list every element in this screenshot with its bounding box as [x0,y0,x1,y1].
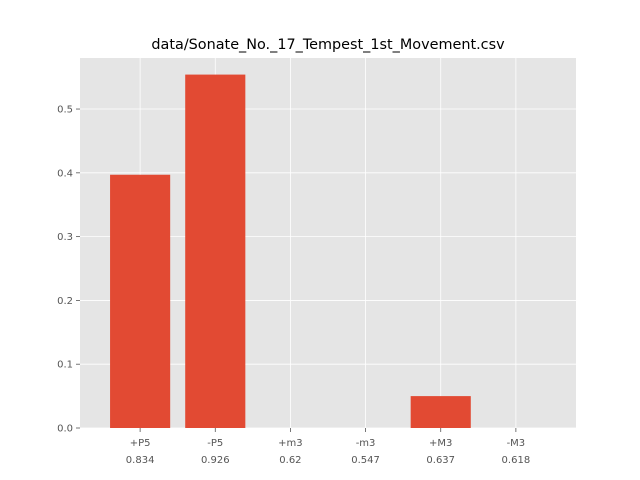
y-tick-label: 0.3 [57,232,73,243]
x-tick-label: -M3 [507,438,526,449]
bar-plus-M3 [410,396,471,428]
x-tick-sublabel: 0.834 [126,455,155,466]
x-tick-label: +M3 [429,438,452,449]
x-tick-sublabel: 0.547 [351,455,380,466]
x-tick-label: -m3 [356,438,376,449]
x-axis: +P5 0.834 -P5 0.926 +m3 0.62 -m3 0.547 +M3 0.637 -… [126,428,530,466]
y-tick-label: 0.5 [57,105,73,116]
bar-plus-P5 [110,174,171,428]
y-tick-label: 0.4 [57,168,73,179]
y-tick-label: 0.2 [57,296,73,307]
y-axis: 0.0 0.1 0.2 0.3 0.4 0.5 [57,105,80,435]
x-tick-sublabel: 0.618 [502,455,531,466]
y-tick-label: 0.0 [57,424,73,435]
x-tick-sublabel: 0.637 [426,455,455,466]
chart-title: data/Sonate_No._17_Tempest_1st_Movement.… [151,37,505,53]
y-tick-label: 0.1 [57,360,73,371]
bars [110,74,471,428]
x-tick-label: +m3 [278,438,302,449]
x-tick-sublabel: 0.926 [201,455,230,466]
x-tick-sublabel: 0.62 [279,455,301,466]
x-tick-label: +P5 [130,438,151,449]
bar-minus-P5 [185,74,246,428]
x-tick-label: -P5 [207,438,223,449]
